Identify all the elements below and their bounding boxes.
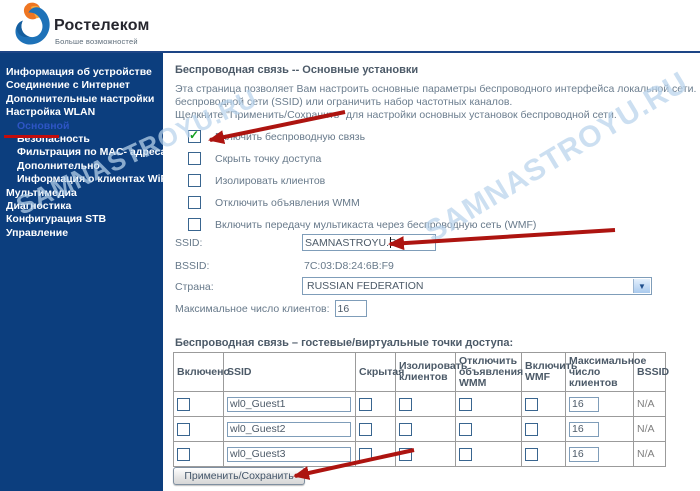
page-description: Эта страница позволяет Вам настроить осн… bbox=[175, 83, 700, 122]
guest-table-header: Скрытая bbox=[355, 352, 404, 392]
guest-bssid-value: N/A bbox=[633, 416, 666, 442]
guest-table-header: SSID bbox=[223, 352, 356, 392]
guest-isolate-checkbox[interactable] bbox=[399, 422, 412, 436]
rostelecom-logo-icon bbox=[15, 2, 50, 45]
wireless-options-list: Включить беспроводную связь Скрыть точку … bbox=[188, 128, 536, 240]
page-title: Беспроводная связь -- Основные установки bbox=[175, 64, 419, 76]
guest-isolate-checkbox[interactable] bbox=[399, 397, 412, 411]
description-line: Щелкните "Применить/Сохранить" для настр… bbox=[175, 109, 617, 121]
ssid-input[interactable] bbox=[302, 234, 436, 251]
guest-table-title: Беспроводная связь – гостевые/виртуальны… bbox=[175, 337, 514, 349]
guest-isolate-checkbox[interactable] bbox=[399, 447, 412, 461]
option-checkbox-2[interactable] bbox=[188, 152, 201, 165]
country-selected-value: RUSSIAN FEDERATION bbox=[307, 280, 424, 292]
guest-hidden-checkbox[interactable] bbox=[359, 422, 372, 436]
guest-enable-wmf-checkbox[interactable] bbox=[525, 397, 538, 411]
guest-table-header: Отключить объявления WMM bbox=[455, 352, 523, 392]
guest-table-row: N/A bbox=[173, 416, 666, 442]
guest-enabled-checkbox[interactable] bbox=[177, 447, 190, 461]
brand-name: Ростелеком bbox=[54, 17, 150, 34]
guest-table-header: Изолировать клиентов bbox=[395, 352, 467, 392]
guest-enabled-checkbox[interactable] bbox=[177, 422, 190, 436]
guest-hidden-checkbox[interactable] bbox=[359, 397, 372, 411]
guest-ssid-input[interactable] bbox=[227, 446, 351, 462]
country-select[interactable]: RUSSIAN FEDERATION ▼ bbox=[302, 277, 652, 295]
sidebar-item-7[interactable]: Фильтрация по MAC- адресам bbox=[17, 146, 175, 159]
sidebar-item-2[interactable]: Соединение с Интернет bbox=[6, 79, 130, 92]
description-line: Эта страница позволяет Вам настроить осн… bbox=[175, 83, 700, 95]
guest-enable-wmf-checkbox[interactable] bbox=[525, 422, 538, 436]
option-label: Скрыть точку доступа bbox=[215, 152, 322, 165]
header: Ростелеком Больше возможностей bbox=[0, 0, 700, 51]
sidebar-item-5[interactable]: Основной bbox=[17, 119, 70, 132]
guest-table-header: Включено bbox=[173, 352, 230, 392]
guest-max-clients-input[interactable] bbox=[569, 421, 599, 437]
sidebar-item-10[interactable]: Мультимедиа bbox=[6, 186, 77, 199]
max-clients-row: Максимальное число клиентов: bbox=[175, 300, 367, 317]
option-label: Включить беспроводную связь bbox=[215, 130, 366, 143]
guest-table-header: BSSID bbox=[633, 352, 669, 392]
annotation-underline-basic bbox=[4, 135, 59, 138]
guest-ssid-input[interactable] bbox=[227, 421, 351, 437]
guest-ap-table: Включено SSID Скрытая Изолировать клиентов О… bbox=[173, 352, 669, 467]
max-clients-label: Максимальное число клиентов: bbox=[175, 302, 330, 315]
guest-hidden-checkbox[interactable] bbox=[359, 447, 372, 461]
option-checkbox-3[interactable] bbox=[188, 174, 201, 187]
main-content: Беспроводная связь -- Основные установки… bbox=[163, 53, 700, 491]
option-label: Отключить объявления WMM bbox=[215, 196, 360, 209]
guest-disable-wmm-checkbox[interactable] bbox=[459, 422, 472, 436]
bssid-label: BSSID: bbox=[175, 260, 210, 272]
ssid-label: SSID: bbox=[175, 237, 203, 249]
brand-tagline: Больше возможностей bbox=[55, 37, 138, 46]
wireless-option-row: Скрыть точку доступа bbox=[188, 152, 536, 165]
wireless-option-row: Отключить объявления WMM bbox=[188, 196, 536, 209]
sidebar-item-3[interactable]: Дополнительные настройки bbox=[6, 92, 155, 105]
guest-table-header-row: Включено SSID Скрытая Изолировать клиентов О… bbox=[173, 352, 669, 392]
description-line: беспроводной сети (SSID) или ограничить … bbox=[175, 96, 513, 108]
guest-disable-wmm-checkbox[interactable] bbox=[459, 397, 472, 411]
sidebar-item-4[interactable]: Настройка WLAN bbox=[6, 106, 96, 119]
guest-table-row: N/A bbox=[173, 441, 666, 467]
wireless-option-row: Включить беспроводную связь bbox=[188, 128, 536, 143]
guest-disable-wmm-checkbox[interactable] bbox=[459, 447, 472, 461]
sidebar-item-12[interactable]: Конфигурация STB bbox=[6, 213, 107, 226]
text-cursor bbox=[390, 237, 391, 248]
header-divider bbox=[0, 51, 700, 53]
guest-table-header: Максимальное число клиентов bbox=[565, 352, 646, 392]
option-label: Изолировать клиентов bbox=[215, 174, 326, 187]
wireless-option-row: Включить передачу мультикаста через бесп… bbox=[188, 218, 536, 231]
chevron-down-icon[interactable]: ▼ bbox=[633, 279, 650, 293]
bssid-value: 7C:03:D8:24:6B:F9 bbox=[304, 260, 394, 272]
guest-max-clients-input[interactable] bbox=[569, 396, 599, 412]
sidebar-nav: Информация об устройстве Соединение с Инт… bbox=[0, 53, 175, 491]
apply-save-button[interactable]: Применить/Сохранить bbox=[173, 467, 305, 485]
guest-ssid-input[interactable] bbox=[227, 396, 351, 412]
guest-enabled-checkbox[interactable] bbox=[177, 397, 190, 411]
guest-table-body: N/AN/AN/A bbox=[173, 391, 666, 467]
guest-bssid-value: N/A bbox=[633, 391, 666, 417]
sidebar-item-13[interactable]: Управление bbox=[6, 226, 69, 239]
country-label: Страна: bbox=[175, 281, 214, 293]
sidebar-item-9[interactable]: Информация о клиентах WiFi bbox=[17, 173, 170, 186]
max-clients-input[interactable] bbox=[334, 300, 367, 317]
option-checkbox-1[interactable] bbox=[188, 128, 201, 143]
wireless-option-row: Изолировать клиентов bbox=[188, 174, 536, 187]
option-checkbox-4[interactable] bbox=[188, 196, 201, 209]
sidebar-item-8[interactable]: Дополнительно bbox=[17, 159, 100, 172]
sidebar-item-1[interactable]: Информация об устройстве bbox=[6, 66, 152, 78]
guest-enable-wmf-checkbox[interactable] bbox=[525, 447, 538, 461]
guest-table-row: N/A bbox=[173, 391, 666, 417]
guest-max-clients-input[interactable] bbox=[569, 446, 599, 462]
guest-table-header: Включить WMF bbox=[521, 352, 577, 392]
option-checkbox-5[interactable] bbox=[188, 218, 201, 231]
sidebar-item-11[interactable]: Диагностика bbox=[6, 200, 72, 213]
option-label: Включить передачу мультикаста через бесп… bbox=[215, 218, 537, 231]
guest-bssid-value: N/A bbox=[633, 441, 666, 467]
